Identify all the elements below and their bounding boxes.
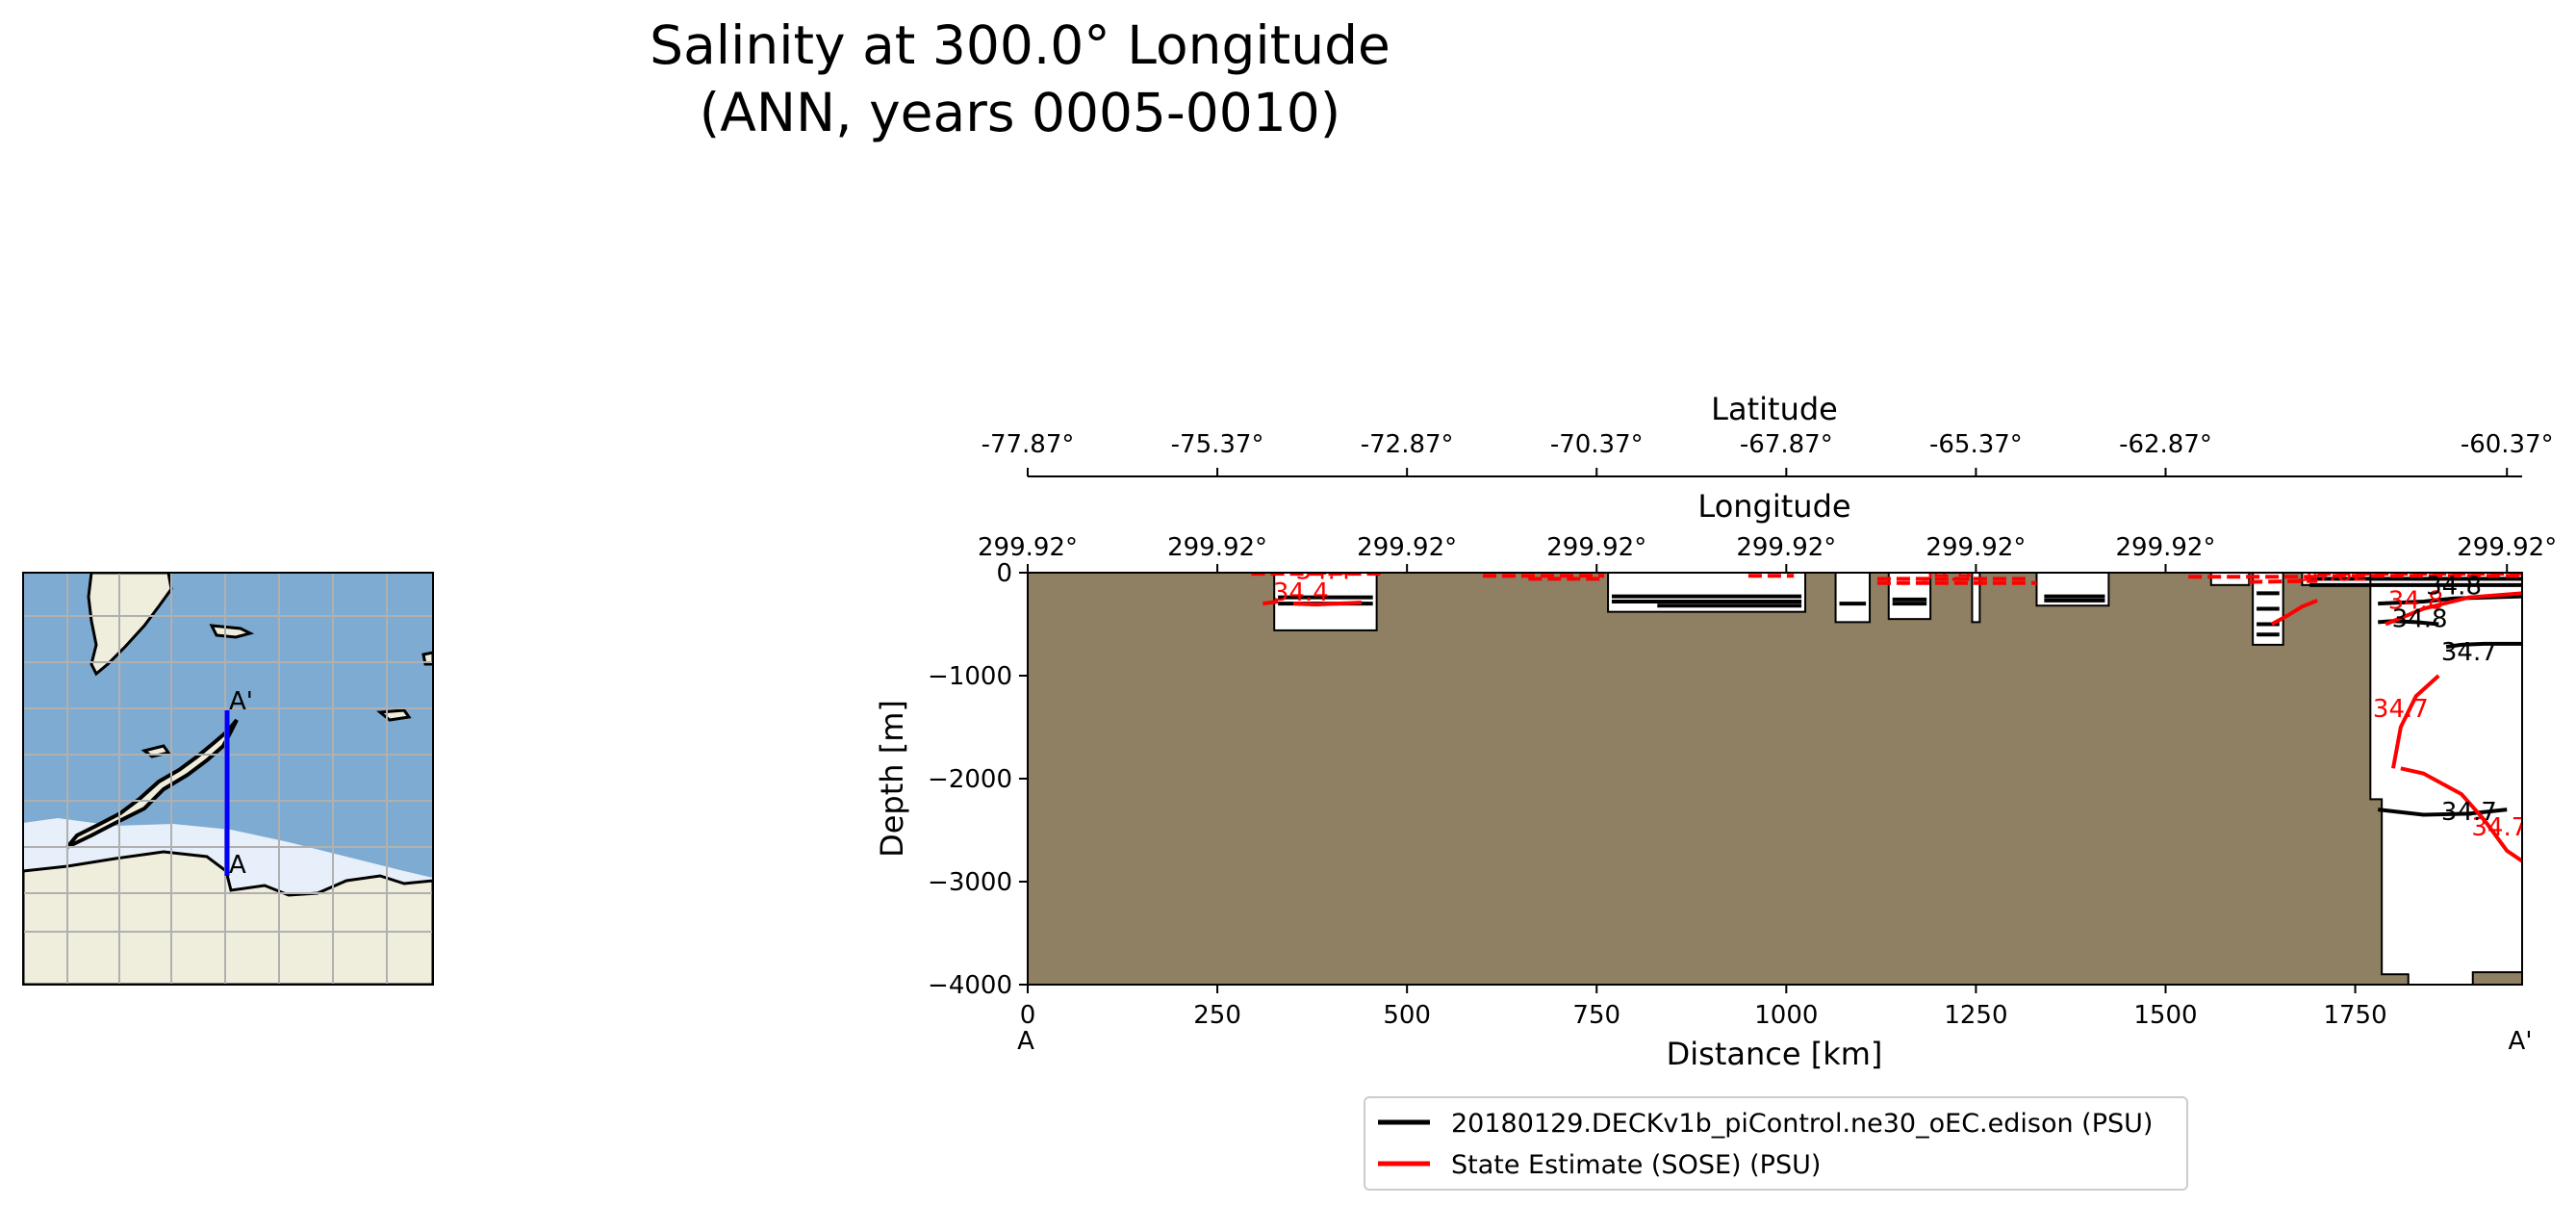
obs-contours xyxy=(1251,573,2522,863)
contour-label: 34.7 xyxy=(2441,638,2497,667)
x-tick-label: 250 xyxy=(1193,1001,1241,1030)
contour-label: 34.7 xyxy=(2441,798,2497,827)
latitude-tick-label: -75.37° xyxy=(1171,430,1264,459)
transect-map: A' A xyxy=(22,572,434,986)
title-line-2: (ANN, years 0005-0010) xyxy=(699,82,1341,143)
map-peninsula xyxy=(65,718,239,849)
x-tick-label: 1000 xyxy=(1754,1001,1818,1030)
contour-label: 34.8 xyxy=(2388,586,2444,615)
x-axis-ticks: 0 250 500 750 1000 1250 1500 1750 xyxy=(1020,985,2387,1030)
longitude-axis-ticks: 299.92° 299.92° 299.92° 299.92° 299.92° 299.9… xyxy=(978,533,2557,573)
x-tick-label: 1750 xyxy=(2323,1001,2386,1030)
ocean-pocket xyxy=(1971,573,1981,624)
contour-label: 34.4 xyxy=(1273,578,1329,607)
map-grid xyxy=(23,573,433,985)
contour-label: 34.4 xyxy=(1296,556,1352,585)
x-end-label-end: A' xyxy=(2509,1027,2533,1056)
obs-contour-line xyxy=(2400,766,2522,863)
longitude-tick-label: 299.92° xyxy=(2457,533,2557,562)
contour-label: 34.7 xyxy=(2471,813,2527,842)
deep-basin xyxy=(2369,573,2522,985)
contour-label: 34.8 xyxy=(2426,572,2482,601)
contour-label: 34.82 xyxy=(2297,559,2368,588)
y-axis-label: Depth [m] xyxy=(874,700,910,858)
model-contours xyxy=(1278,577,2522,817)
legend-box xyxy=(1364,1096,2188,1191)
latitude-tick-label: -60.37° xyxy=(2461,430,2554,459)
y-tick-label: −3000 xyxy=(928,868,1012,897)
ocean-pocket xyxy=(1834,573,1872,624)
model-contour-line xyxy=(2377,808,2508,817)
ocean-pocket xyxy=(2209,573,2251,586)
legend-label-model: 20180129.DECKv1b_piControl.ne30_oEC.edis… xyxy=(1451,1109,2153,1139)
y-axis-ticks: 0 −1000 −2000 −3000 −4000 xyxy=(928,559,1028,1000)
x-tick-label: 750 xyxy=(1572,1001,1620,1030)
latitude-axis-label: Latitude xyxy=(1711,391,1838,427)
y-tick-label: −4000 xyxy=(928,971,1012,1000)
x-end-label-start: A xyxy=(1017,1027,1034,1056)
map-label-start: A xyxy=(229,851,246,880)
latitude-tick-label: -67.87° xyxy=(1740,430,1833,459)
contour-label: 34.4 xyxy=(1918,559,1974,588)
contour-labels: 34.434.4 34.4 34.8234.834.734.734.834.734.… xyxy=(1273,556,2527,842)
legend-label-obs: State Estimate (SOSE) (PSU) xyxy=(1451,1150,1821,1180)
y-tick-label: −2000 xyxy=(928,765,1012,794)
obs-contour-line xyxy=(2385,591,2522,627)
legend: 20180129.DECKv1b_piControl.ne30_oEC.edis… xyxy=(1364,1096,2188,1191)
longitude-tick-label: 299.92° xyxy=(1546,533,1646,562)
longitude-tick-label: 299.92° xyxy=(1736,533,1836,562)
latitude-tick-label: -65.37° xyxy=(1929,430,2023,459)
obs-contour-line xyxy=(2270,599,2318,627)
obs-contour-line xyxy=(2249,578,2318,584)
latitude-axis-ticks: -77.87° -75.37° -72.87° -70.37° -67.87° -65.3… xyxy=(982,430,2554,476)
obs-contour-line xyxy=(1292,601,1362,607)
x-tick-label: 500 xyxy=(1383,1001,1431,1030)
model-contour-line xyxy=(2445,641,2522,650)
contour-label: 34.7 xyxy=(2373,695,2429,724)
longitude-tick-label: 299.92° xyxy=(1357,533,1457,562)
y-tick-label: −1000 xyxy=(928,662,1012,691)
map-antarctica-land xyxy=(23,850,433,985)
x-tick-label: 1250 xyxy=(1944,1001,2007,1030)
x-axis-label: Distance [km] xyxy=(1667,1036,1883,1072)
map-label-end: A' xyxy=(229,687,253,716)
bathymetry-land xyxy=(1028,573,2522,985)
x-tick-label: 0 xyxy=(1020,1001,1036,1030)
latitude-tick-label: -70.37° xyxy=(1550,430,1644,459)
longitude-tick-label: 299.92° xyxy=(1167,533,1267,562)
longitude-tick-label: 299.92° xyxy=(2115,533,2215,562)
longitude-axis-label: Longitude xyxy=(1697,488,1850,525)
title-line-1: Salinity at 300.0° Longitude xyxy=(650,14,1390,76)
figure-title: Salinity at 300.0° Longitude (ANN, years… xyxy=(539,12,1501,146)
model-contour-line xyxy=(2378,619,2439,627)
latitude-tick-label: -62.87° xyxy=(2119,430,2212,459)
obs-contour-line xyxy=(2391,674,2440,769)
map-islands xyxy=(140,624,433,758)
section-chart: 34.434.4 34.4 34.8234.834.734.734.834.734.… xyxy=(874,391,2557,1072)
x-tick-label: 1500 xyxy=(2133,1001,2197,1030)
obs-contour-line xyxy=(1262,599,1279,606)
contour-label: 34.8 xyxy=(2392,605,2448,634)
latitude-tick-label: -77.87° xyxy=(982,430,1075,459)
map-frame xyxy=(22,572,434,986)
longitude-tick-label: 299.92° xyxy=(978,533,1078,562)
y-tick-label: 0 xyxy=(996,559,1012,588)
longitude-tick-label: 299.92° xyxy=(1926,533,2026,562)
latitude-tick-label: -72.87° xyxy=(1361,430,1454,459)
